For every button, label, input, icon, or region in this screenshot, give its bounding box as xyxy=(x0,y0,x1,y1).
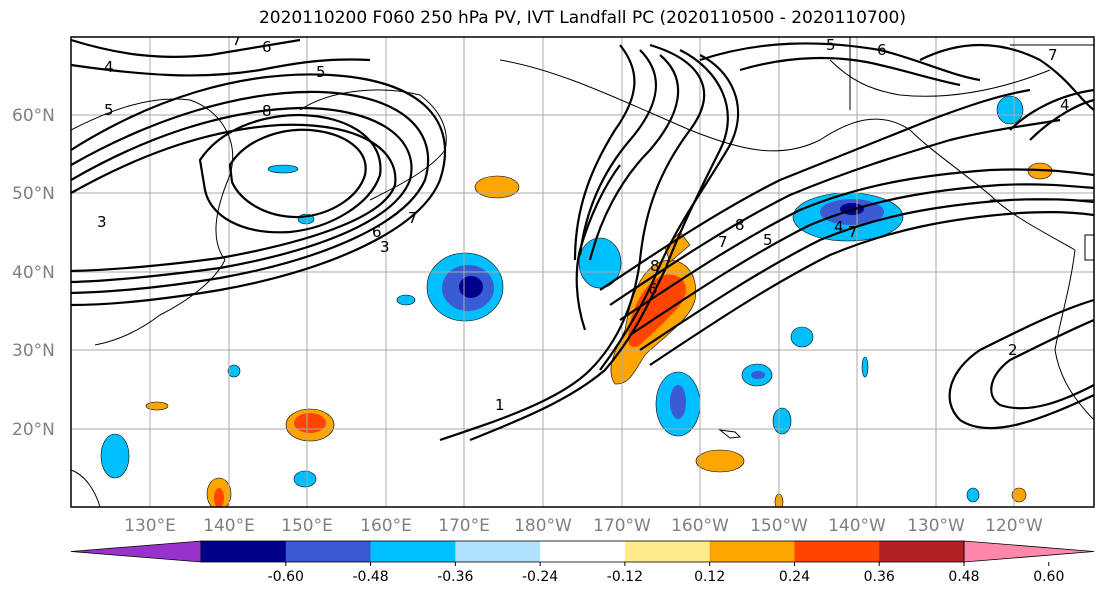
positive-shading-core xyxy=(627,274,686,347)
contour-label: 5 xyxy=(763,231,773,249)
lon-label: 140°E xyxy=(203,516,255,536)
lon-label: 170°W xyxy=(593,516,651,536)
contour-label: 1 xyxy=(495,396,505,414)
negative-shading-area xyxy=(996,95,1024,125)
negative-shading-peak xyxy=(459,276,483,298)
negative-shading-area xyxy=(267,164,299,174)
lat-label: 30°N xyxy=(12,341,55,361)
map-title: 2020110200 F060 250 hPa PV, IVT Landfall… xyxy=(258,8,906,28)
colorbar-tick-label: -0.48 xyxy=(352,569,388,585)
negative-shading-core xyxy=(751,371,765,379)
lon-label: 150°W xyxy=(750,516,808,536)
latitude-labels: 60°N 50°N 40°N 30°N 20°N xyxy=(12,106,55,440)
lat-label: 60°N xyxy=(12,106,55,126)
contour-label: 7 xyxy=(848,223,858,241)
lon-label: 130°E xyxy=(124,516,176,536)
colorbar-segment xyxy=(879,541,965,562)
contour-label: 6 xyxy=(372,223,382,241)
colorbar-tick-label: -0.60 xyxy=(268,569,304,585)
contour-label: 3 xyxy=(380,238,390,256)
contour-label: 3 xyxy=(97,213,107,231)
negative-shading-area xyxy=(396,294,416,306)
colorbar-segment xyxy=(624,541,711,562)
colorbar-segment xyxy=(201,541,287,562)
colorbar-extend-high xyxy=(963,540,1095,563)
lon-label: 170°E xyxy=(438,516,490,536)
colorbar-segment xyxy=(540,541,626,562)
positive-shading-area xyxy=(1011,487,1027,503)
lon-label: 160°E xyxy=(360,516,412,536)
lat-label: 50°N xyxy=(12,184,55,204)
colorbar-tick-label: -0.12 xyxy=(607,569,643,585)
negative-shading-area xyxy=(227,364,241,378)
contour-label: 6 xyxy=(877,41,887,59)
contour-label: 7 xyxy=(408,209,418,227)
lon-label: 140°W xyxy=(828,516,886,536)
colorbar: -0.60 -0.48 -0.36 -0.24 -0.12 0.12 0.24 0.36 0.4… xyxy=(70,540,1095,585)
longitude-labels: 130°E 140°E 150°E 160°E 170°E 180°W 170°… xyxy=(124,516,1043,536)
negative-shading-area xyxy=(772,407,792,435)
colorbar-tick-label: 0.24 xyxy=(779,569,810,585)
lon-label: 130°W xyxy=(907,516,965,536)
lon-label: 150°E xyxy=(281,516,333,536)
contour-label: 4 xyxy=(1060,96,1070,114)
pv-contours xyxy=(71,38,1094,442)
colorbar-tick-label: -0.36 xyxy=(437,569,473,585)
contour-label: 5 xyxy=(104,101,114,119)
positive-shading-area xyxy=(474,175,520,199)
negative-shading-area xyxy=(966,487,980,503)
contour-labels: 1 2 3 4 5 6 7 8 5 6 8 8 7 5 4 7 5 6 7 4 … xyxy=(97,31,1070,414)
contour-label: 7 xyxy=(1048,46,1058,64)
contour-label: 8 xyxy=(650,257,660,275)
colorbar-tick-label: 0.36 xyxy=(864,569,895,585)
positive-shading-area xyxy=(695,449,745,473)
contour-label: 7 xyxy=(718,233,728,251)
positive-shading-core xyxy=(294,413,326,433)
colorbar-segment xyxy=(794,541,880,562)
negative-shading-area xyxy=(293,470,317,488)
contour-label: 7 xyxy=(232,31,242,49)
colorbar-segment xyxy=(370,541,456,562)
lon-label: 120°W xyxy=(985,516,1043,536)
colorbar-segment xyxy=(285,541,372,562)
map-border xyxy=(70,36,1095,508)
colorbar-tick-label: -0.24 xyxy=(522,569,558,585)
contour-label: 4 xyxy=(834,218,844,236)
contour-label: 4 xyxy=(104,58,114,76)
colorbar-segment xyxy=(709,541,795,562)
colorbar-extend-low xyxy=(70,540,202,563)
colorbar-segment xyxy=(455,541,541,562)
negative-shading-area xyxy=(861,356,869,378)
positive-shading-core xyxy=(214,488,224,507)
negative-shading-area xyxy=(790,326,814,348)
colorbar-tick-label: 0.48 xyxy=(948,569,979,585)
lon-label: 180°W xyxy=(514,516,572,536)
colorbar-tick-label: 0.12 xyxy=(694,569,725,585)
contour-label: 8 xyxy=(262,102,272,120)
colorbar-tick-label: 0.60 xyxy=(1033,569,1064,585)
lat-label: 20°N xyxy=(12,420,55,440)
contour-label: 5 xyxy=(826,36,836,54)
contour-label: 6 xyxy=(262,38,272,56)
lat-label: 40°N xyxy=(12,263,55,283)
negative-shading-area xyxy=(578,237,622,289)
contour-label: 8 xyxy=(735,216,745,234)
negative-shading-core xyxy=(670,385,686,419)
contour-label: 6 xyxy=(648,280,658,298)
lon-label: 160°W xyxy=(671,516,729,536)
contour-label: 2 xyxy=(1008,341,1018,359)
contour-label: 5 xyxy=(316,63,326,81)
colorbar-outline xyxy=(200,540,965,563)
positive-shading-area xyxy=(145,401,169,411)
negative-shading-area xyxy=(100,433,130,479)
